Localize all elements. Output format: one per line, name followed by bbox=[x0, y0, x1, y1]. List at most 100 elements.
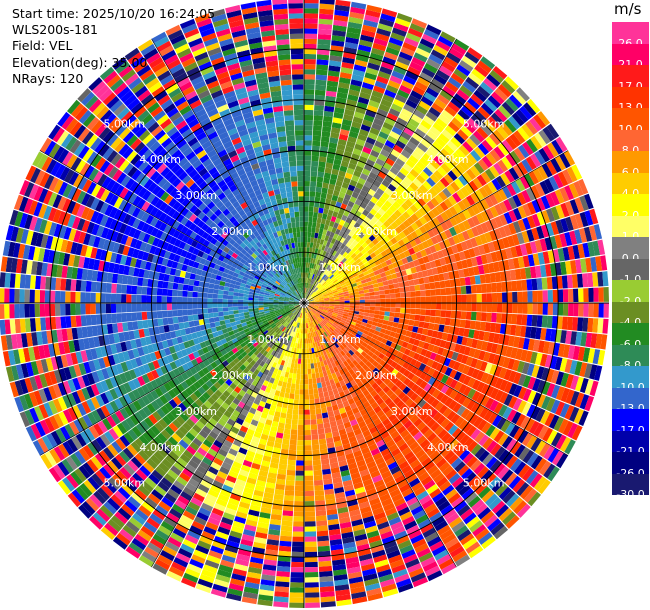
velocity-gate bbox=[423, 29, 440, 40]
velocity-gate bbox=[462, 219, 471, 230]
velocity-gate bbox=[502, 186, 512, 199]
velocity-gate bbox=[401, 353, 409, 362]
velocity-gate bbox=[345, 247, 352, 254]
velocity-gate bbox=[342, 416, 350, 424]
velocity-gate bbox=[348, 414, 356, 422]
velocity-gate bbox=[512, 90, 527, 105]
velocity-gate bbox=[430, 197, 440, 207]
velocity-gate bbox=[286, 345, 290, 352]
velocity-gate bbox=[308, 221, 313, 228]
velocity-gate bbox=[236, 323, 243, 329]
velocity-gate bbox=[325, 90, 337, 97]
velocity-gate bbox=[459, 60, 474, 73]
velocity-gate bbox=[396, 117, 408, 127]
velocity-gate bbox=[320, 376, 326, 383]
velocity-gate bbox=[536, 380, 546, 394]
velocity-gate bbox=[377, 318, 384, 324]
velocity-gate bbox=[365, 192, 373, 201]
velocity-gate bbox=[427, 465, 439, 476]
velocity-gate bbox=[476, 312, 482, 321]
velocity-gate bbox=[466, 516, 480, 529]
velocity-gate bbox=[121, 419, 132, 432]
velocity-gate bbox=[296, 306, 301, 311]
velocity-gate bbox=[378, 352, 385, 360]
velocity-gate bbox=[251, 321, 258, 326]
velocity-gate bbox=[295, 378, 300, 385]
velocity-gate bbox=[518, 386, 527, 400]
velocity-gate bbox=[451, 303, 457, 311]
velocity-gate bbox=[370, 303, 376, 307]
velocity-gate bbox=[104, 522, 119, 537]
velocity-gate bbox=[291, 309, 297, 313]
velocity-gate bbox=[407, 455, 418, 465]
velocity-gate bbox=[316, 413, 323, 420]
velocity-gate bbox=[294, 304, 300, 307]
velocity-gate bbox=[222, 390, 231, 398]
velocity-gate bbox=[408, 567, 424, 578]
velocity-gate bbox=[355, 138, 366, 147]
velocity-gate bbox=[123, 432, 135, 444]
velocity-gate bbox=[412, 463, 424, 474]
velocity-gate bbox=[470, 459, 482, 472]
velocity-gate bbox=[339, 306, 345, 310]
velocity-gate bbox=[185, 482, 198, 493]
velocity-gate bbox=[438, 241, 447, 250]
velocity-gate bbox=[62, 441, 74, 456]
velocity-gate bbox=[331, 269, 337, 275]
velocity-gate bbox=[316, 318, 321, 323]
velocity-gate bbox=[187, 563, 202, 574]
velocity-gate bbox=[304, 231, 308, 237]
velocity-gate bbox=[444, 125, 457, 137]
velocity-gate bbox=[403, 348, 411, 356]
velocity-gate bbox=[300, 313, 303, 319]
velocity-gate bbox=[376, 28, 391, 37]
velocity-gate bbox=[203, 475, 214, 485]
velocity-gate bbox=[317, 423, 324, 430]
velocity-gate bbox=[264, 312, 271, 316]
velocity-gate bbox=[362, 429, 371, 438]
velocity-gate bbox=[77, 376, 86, 389]
velocity-gate bbox=[96, 487, 110, 501]
velocity-gate bbox=[246, 357, 253, 364]
velocity-gate bbox=[329, 274, 335, 280]
velocity-gate bbox=[304, 546, 317, 553]
velocity-gate bbox=[381, 192, 390, 200]
velocity-gate bbox=[222, 342, 230, 349]
velocity-gate bbox=[217, 569, 232, 578]
velocity-gate bbox=[304, 130, 313, 136]
velocity-gate bbox=[225, 378, 233, 387]
velocity-gate bbox=[534, 239, 543, 253]
velocity-gate bbox=[281, 312, 287, 316]
velocity-gate bbox=[477, 159, 489, 171]
velocity-gate bbox=[490, 387, 499, 400]
velocity-gate bbox=[559, 233, 568, 248]
velocity-gate bbox=[374, 306, 381, 311]
velocity-gate bbox=[419, 494, 432, 506]
velocity-gate bbox=[155, 505, 169, 517]
velocity-gate bbox=[269, 524, 281, 531]
velocity-gate bbox=[271, 355, 277, 362]
velocity-gate bbox=[352, 203, 360, 211]
velocity-gate bbox=[403, 249, 411, 258]
velocity-gate bbox=[369, 426, 378, 435]
velocity-gate bbox=[603, 287, 609, 302]
velocity-gate bbox=[506, 493, 520, 508]
velocity-gate bbox=[212, 480, 224, 489]
velocity-gate bbox=[274, 340, 280, 346]
velocity-gate bbox=[286, 310, 292, 315]
velocity-gate bbox=[282, 313, 287, 317]
velocity-gate bbox=[395, 61, 409, 71]
velocity-gate bbox=[372, 42, 387, 52]
velocity-gate bbox=[323, 283, 329, 288]
velocity-gate bbox=[469, 320, 476, 330]
velocity-gate bbox=[347, 335, 354, 342]
velocity-gate bbox=[557, 171, 569, 187]
velocity-gate bbox=[340, 67, 353, 75]
velocity-gate bbox=[390, 298, 396, 303]
velocity-gate bbox=[487, 518, 502, 532]
velocity-gate bbox=[398, 51, 413, 62]
velocity-gate bbox=[506, 281, 513, 292]
velocity-gate bbox=[432, 141, 443, 152]
velocity-gate bbox=[384, 307, 391, 312]
velocity-gate bbox=[271, 399, 278, 407]
